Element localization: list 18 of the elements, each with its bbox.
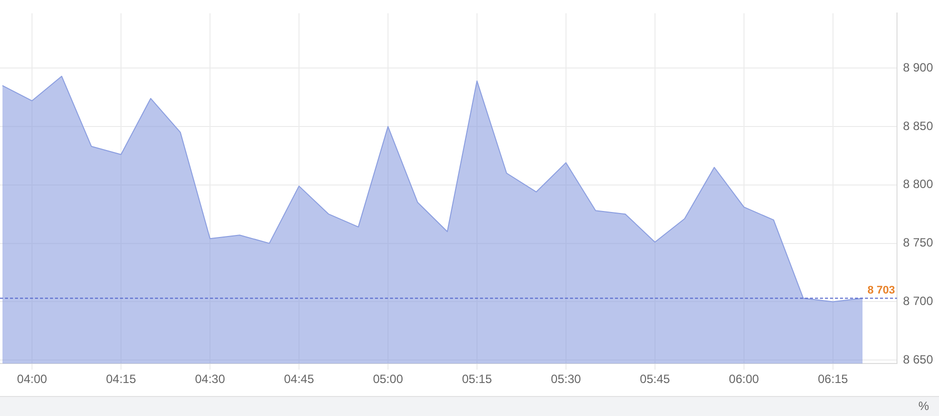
x-tick-label: 05:00 xyxy=(372,372,404,386)
y-tick-label: 8 750 xyxy=(902,236,934,250)
y-tick-label: 8 650 xyxy=(902,352,934,366)
x-tick-label: 05:30 xyxy=(550,372,582,386)
x-tick-label: 04:30 xyxy=(194,372,226,386)
x-tick-label: 04:15 xyxy=(106,372,136,386)
ref-line-label: 8 703 xyxy=(867,284,895,297)
y-tick-label: 8 700 xyxy=(902,294,934,308)
x-tick-label: 04:00 xyxy=(17,372,48,386)
y-tick-label: 8 900 xyxy=(902,60,934,74)
x-tick-label: 04:45 xyxy=(284,372,314,386)
x-tick-label: 06:00 xyxy=(728,372,760,386)
y-tick-label: 8 800 xyxy=(902,177,934,192)
x-tick-label: 05:15 xyxy=(462,372,492,386)
y-tick-label: 8 850 xyxy=(902,118,934,133)
x-tick-label: 06:15 xyxy=(818,372,848,386)
x-tick-label: 05:45 xyxy=(640,372,670,386)
text: % xyxy=(918,399,929,413)
